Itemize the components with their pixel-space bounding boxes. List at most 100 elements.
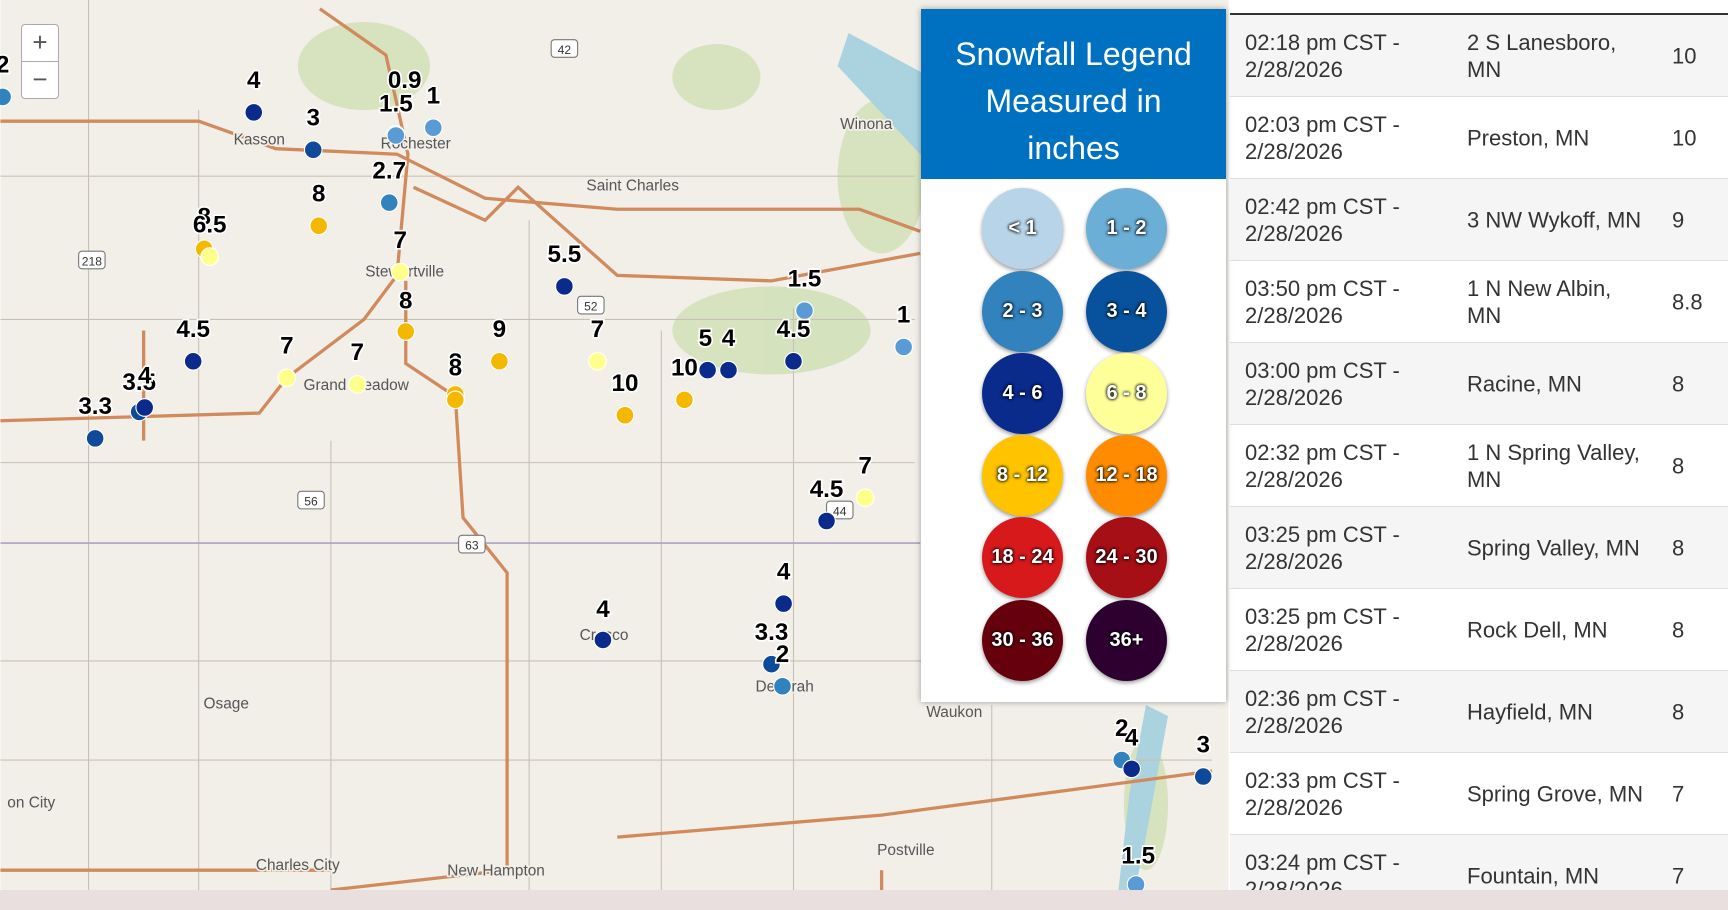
snowfall-label: 8 xyxy=(312,181,325,208)
snowfall-marker xyxy=(135,398,155,417)
legend-item: 1 - 2 xyxy=(1086,188,1167,269)
snowfall-marker xyxy=(894,337,914,357)
legend-item: 2 - 3 xyxy=(982,271,1063,352)
snowfall-marker xyxy=(277,368,297,388)
snowfall-label: 3 xyxy=(1197,731,1210,758)
legend-item: 4 - 6 xyxy=(982,353,1063,434)
report-location: Fountain, MN xyxy=(1467,863,1600,888)
snowfall-label: 4 xyxy=(1125,725,1139,752)
snowfall-label: 4 xyxy=(722,325,736,352)
snowfall-label: 5.5 xyxy=(548,241,582,268)
snowfall-marker xyxy=(490,351,509,371)
snowfall-label: 7 xyxy=(351,339,364,366)
legend-item: 18 - 24 xyxy=(982,517,1063,598)
place-label: New Hampton xyxy=(447,863,545,880)
snowfall-label: 5 xyxy=(699,325,712,352)
snowfall-marker xyxy=(303,140,323,160)
table-row: 02:33 pm CST - 2/28/2026 Spring Grove, MN… xyxy=(1230,753,1728,835)
legend-item: 8 - 12 xyxy=(982,435,1063,516)
snowfall-marker xyxy=(698,360,717,380)
table-row: 03:50 pm CST - 2/28/2026 1 N New Albin, M… xyxy=(1230,261,1728,343)
table-row: 02:36 pm CST - 2/28/2026 Hayfield, MN 8 xyxy=(1230,671,1728,753)
snowfall-marker xyxy=(817,511,836,531)
snowfall-label: 3.5 xyxy=(122,369,156,396)
snowfall-label: 4.5 xyxy=(810,476,844,503)
snowfall-label: 4 xyxy=(596,596,610,623)
report-location: Preston, MN xyxy=(1467,125,1590,150)
snowfall-marker xyxy=(762,654,781,674)
legend-item: 6 - 8 xyxy=(1086,353,1167,434)
major-roads xyxy=(0,7,1213,890)
snowfall-label: 8 xyxy=(449,355,462,382)
snowfall-label: 3.3 xyxy=(755,619,789,646)
report-amount: 8.8 xyxy=(1672,289,1703,314)
snowfall-label: 4 xyxy=(777,558,791,585)
snowfall-label: 4.5 xyxy=(176,316,210,343)
legend-item: 30 - 36 xyxy=(982,600,1063,681)
report-time: 03:25 pm CST - 2/28/2026 xyxy=(1245,603,1400,656)
report-amount: 8 xyxy=(1672,371,1685,396)
snowfall-label: 1.5 xyxy=(788,265,822,292)
place-label: Winona xyxy=(840,116,893,133)
snowfall-marker xyxy=(784,351,803,371)
snowfall-marker xyxy=(379,193,399,213)
snowfall-label: 9 xyxy=(493,316,506,343)
snowfall-label: 7 xyxy=(858,453,871,480)
table-row: 03:25 pm CST - 2/28/2026 Spring Valley, M… xyxy=(1230,507,1728,589)
report-time: 03:24 pm CST - 2/28/2026 xyxy=(1245,849,1400,893)
table-row: 02:32 pm CST - 2/28/2026 1 N Spring Valle… xyxy=(1230,425,1728,507)
snowfall-label: 4.5 xyxy=(777,316,811,343)
report-location: Hayfield, MN xyxy=(1467,699,1593,724)
road-shield xyxy=(458,534,486,554)
snowfall-marker xyxy=(1193,767,1213,786)
snowfall-label: 3 xyxy=(307,105,320,132)
report-location: Racine, MN xyxy=(1467,371,1582,396)
snowfall-marker xyxy=(1122,759,1142,779)
snowfall-label: 4 xyxy=(138,362,152,389)
road-shield xyxy=(577,295,605,315)
snowfall-marker xyxy=(774,594,793,613)
snowfall-marker xyxy=(309,216,329,236)
snowfall-label: 8 xyxy=(399,287,412,314)
minor-roads xyxy=(0,0,1213,890)
snowfall-label: 7 xyxy=(280,333,293,360)
snowfall-label: 7 xyxy=(394,227,407,254)
snowfall-marker xyxy=(390,262,410,282)
taskbar xyxy=(0,890,1728,910)
report-location: 1 N New Albin, MN xyxy=(1467,275,1612,328)
report-amount: 10 xyxy=(1672,43,1697,68)
legend-title: Snowfall Legend Measured in inches xyxy=(921,9,1226,179)
road-shield-label: 52 xyxy=(584,300,598,314)
report-location: Spring Grove, MN xyxy=(1467,781,1644,806)
road-shield xyxy=(78,250,106,270)
place-label: Postville xyxy=(877,842,934,859)
zoom-out-button[interactable]: − xyxy=(21,61,59,99)
snowfall-marker xyxy=(675,390,694,410)
place-label: Waukon xyxy=(926,704,982,721)
snowfall-marker xyxy=(445,390,465,410)
snowfall-marker xyxy=(200,247,220,267)
snowfall-marker xyxy=(85,429,105,448)
table-row: 03:00 pm CST - 2/28/2026 Racine, MN 8 xyxy=(1230,343,1728,425)
report-amount: 8 xyxy=(1672,617,1685,642)
table-row: 03:25 pm CST - 2/28/2026 Rock Dell, MN 8 xyxy=(1230,589,1728,671)
snowfall-label: 7 xyxy=(591,316,604,343)
snowfall-label: 3.3 xyxy=(78,393,112,420)
report-amount: 10 xyxy=(1672,125,1697,150)
snowfall-marker xyxy=(386,126,406,145)
snowfall-marker xyxy=(0,87,12,107)
table-row: 02:18 pm CST - 2/28/2026 2 S Lanesboro, M… xyxy=(1230,15,1728,97)
snowfall-label: 1 xyxy=(427,83,440,110)
report-time: 03:50 pm CST - 2/28/2026 xyxy=(1245,275,1400,328)
legend-item: 36+ xyxy=(1086,600,1167,681)
snowfall-marker xyxy=(555,277,574,296)
snowfall-marker xyxy=(855,488,875,508)
report-location: Spring Valley, MN xyxy=(1467,535,1640,560)
report-time: 02:18 pm CST - 2/28/2026 xyxy=(1245,29,1400,82)
snowfall-marker xyxy=(1126,875,1146,890)
zoom-in-button[interactable]: + xyxy=(21,24,59,62)
road-shield-label: 42 xyxy=(558,43,572,57)
snowfall-marker xyxy=(773,676,792,696)
place-label: on City xyxy=(7,794,55,811)
snowfall-marker xyxy=(719,360,738,380)
